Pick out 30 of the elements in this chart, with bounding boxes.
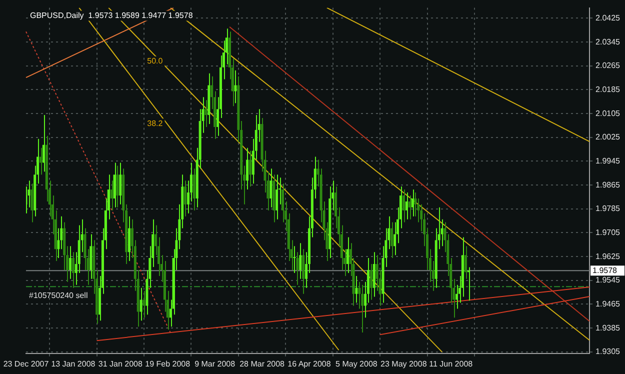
y-tick-label: 2.0265: [596, 61, 621, 70]
x-tick-label: 9 Mar 2008: [194, 359, 236, 368]
x-tick-label: 28 Mar 2008: [240, 359, 286, 368]
x-tick-label: 5 May 2008: [336, 359, 378, 368]
y-tick-label: 1.9705: [596, 228, 621, 237]
x-tick-label: 23 Dec 2007: [3, 359, 50, 368]
x-tick-label: 19 Feb 2008: [145, 359, 191, 368]
ref-line-label: 1.9578: [592, 266, 618, 275]
y-tick-label: 2.0025: [596, 132, 621, 142]
x-tick-label: 16 Apr 2008: [288, 359, 332, 368]
chart-title: GBPUSD,Daily 1.9573 1.9589 1.9477 1.9578: [30, 11, 194, 20]
x-tick-label: 31 Jan 2008: [98, 359, 143, 368]
y-tick-label: 1.9785: [596, 204, 621, 214]
y-tick-label: 2.0345: [596, 37, 621, 46]
annotation: 50.0: [147, 56, 164, 66]
y-tick-label: 2.0425: [596, 13, 621, 22]
y-tick-label: 1.9625: [596, 252, 621, 261]
y-tick-label: 1.9385: [596, 323, 621, 332]
ref-line-label: #105750240 sell: [29, 290, 88, 300]
y-tick-label: 1.9865: [596, 180, 621, 190]
y-tick-label: 1.9945: [596, 156, 621, 166]
y-tick-label: 1.9305: [596, 347, 621, 356]
y-tick-label: 1.9465: [596, 299, 621, 308]
y-tick-label: 1.9545: [596, 276, 621, 285]
y-tick-label: 2.0185: [596, 84, 621, 94]
x-tick-label: 11 Jun 2008: [429, 359, 474, 368]
annotation: 38.2: [147, 118, 164, 128]
x-tick-label: 23 May 2008: [380, 359, 428, 368]
y-tick-label: 2.0105: [596, 108, 621, 118]
x-tick-label: 13 Jan 2008: [51, 359, 96, 368]
